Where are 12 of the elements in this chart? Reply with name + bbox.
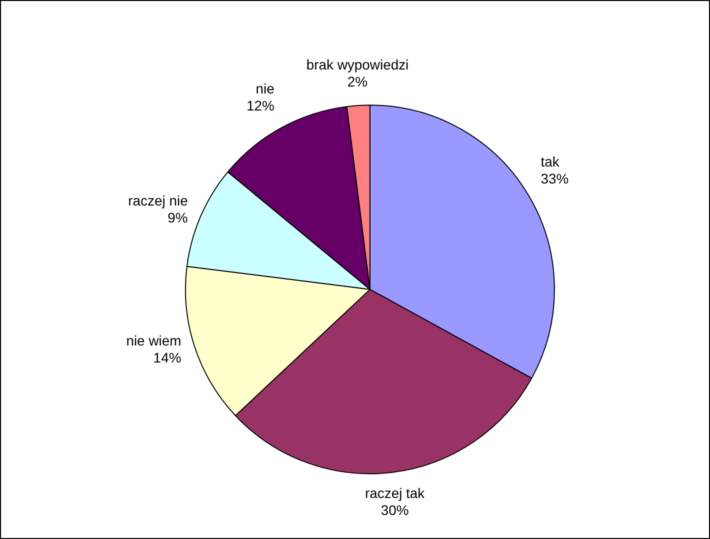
data-label: 14% (153, 350, 182, 366)
data-label: 33% (540, 170, 569, 186)
data-label: 12% (246, 98, 274, 114)
data-label: 9% (168, 210, 188, 226)
slice-label: raczej nie (128, 192, 188, 209)
slice-label: tak (540, 153, 560, 170)
slice-label: nie (256, 80, 275, 97)
slice-label: raczej tak (364, 484, 425, 501)
data-label: 2% (347, 73, 368, 90)
slice-label: brak wypowiedzi (306, 56, 409, 72)
data-label: 30% (380, 502, 409, 518)
slice-label: nie wiem (126, 332, 182, 349)
